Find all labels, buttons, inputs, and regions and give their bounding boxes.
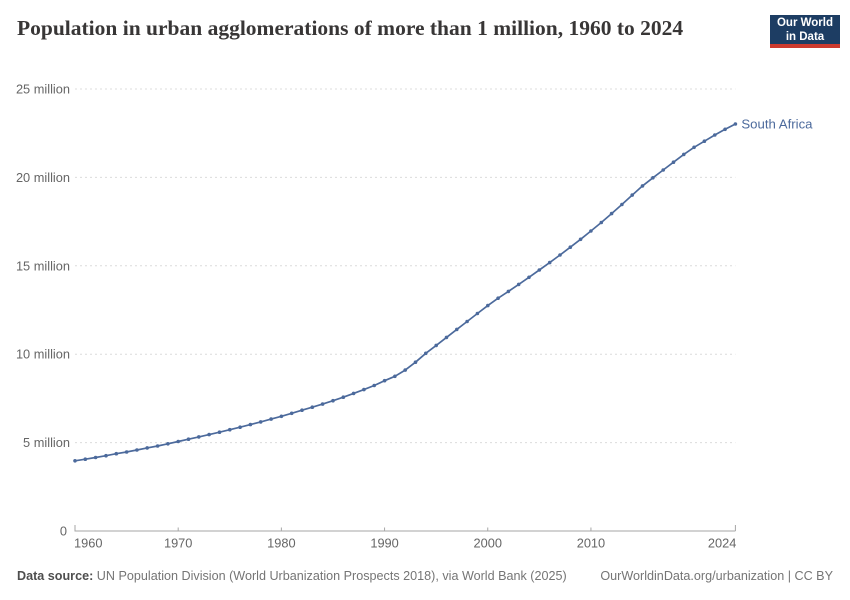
data-point	[496, 296, 500, 301]
data-point	[145, 446, 149, 450]
x-axis-label: 1970	[164, 536, 192, 551]
data-point	[300, 408, 304, 413]
data-point	[599, 220, 604, 225]
data-point	[207, 432, 211, 437]
data-point	[258, 420, 263, 424]
data-point	[630, 193, 634, 197]
x-axis-label: 2010	[577, 536, 605, 551]
data-point	[444, 335, 449, 340]
data-point	[434, 343, 439, 348]
chart-footer: Data source: UN Population Division (Wor…	[17, 569, 833, 583]
data-point	[83, 457, 88, 462]
data-point	[382, 378, 387, 383]
data-point	[310, 405, 315, 410]
data-source-label: Data source:	[17, 569, 94, 583]
data-point	[702, 139, 707, 143]
data-point	[186, 437, 191, 442]
data-point	[506, 289, 511, 294]
data-point	[589, 229, 593, 233]
data-point	[640, 184, 645, 188]
data-point	[114, 451, 119, 456]
data-point	[465, 319, 469, 324]
data-point	[486, 303, 490, 308]
x-axis-label: 2000	[474, 536, 502, 551]
data-point	[248, 422, 253, 427]
data-point	[558, 253, 562, 257]
data-point	[155, 444, 160, 448]
data-point	[217, 430, 222, 435]
y-axis-label: 5 million	[23, 435, 70, 450]
data-point	[723, 127, 727, 132]
x-axis-label: 1980	[267, 536, 295, 551]
data-source-text: UN Population Division (World Urbanizati…	[93, 569, 567, 583]
series-label-south-africa: South Africa	[741, 117, 813, 132]
data-point	[124, 450, 129, 454]
y-axis-label: 20 million	[16, 170, 70, 185]
data-point	[527, 275, 531, 280]
data-point	[166, 442, 170, 446]
data-point	[362, 387, 366, 392]
data-point	[413, 360, 418, 365]
data-point	[671, 160, 676, 164]
data-point	[537, 268, 542, 272]
data-point	[609, 211, 614, 216]
data-source-note: Data source: UN Population Division (Wor…	[17, 569, 567, 583]
data-point	[403, 368, 408, 372]
data-point	[424, 351, 428, 356]
data-point	[228, 427, 232, 432]
data-point	[93, 455, 98, 460]
data-point	[269, 417, 273, 421]
owid-logo-line2: in Data	[785, 30, 825, 43]
data-point	[455, 327, 459, 332]
data-point	[620, 202, 624, 207]
x-axis-label: 1990	[370, 536, 398, 551]
page-title: Population in urban agglomerations of mo…	[17, 16, 684, 40]
data-point	[475, 311, 480, 316]
data-point	[661, 168, 665, 172]
data-point	[692, 145, 696, 150]
data-point	[176, 439, 180, 444]
x-axis-label: 1960	[74, 536, 102, 551]
data-point	[351, 391, 356, 396]
owid-logo-line1: Our World	[776, 17, 833, 29]
x-axis-label: 2024	[708, 536, 736, 551]
data-point	[289, 411, 294, 416]
data-point	[238, 425, 242, 430]
data-point	[516, 282, 521, 287]
y-axis-label: 10 million	[16, 347, 70, 362]
credit-link[interactable]: OurWorldinData.org/urbanization | CC BY	[600, 569, 833, 583]
data-point	[197, 435, 201, 439]
data-point	[372, 383, 377, 388]
data-point	[279, 414, 284, 419]
data-point	[651, 176, 655, 180]
data-point	[682, 152, 686, 157]
data-point	[713, 133, 717, 137]
series-line-south-africa	[74, 123, 737, 462]
data-point	[578, 237, 583, 242]
data-point	[320, 402, 325, 406]
data-point	[733, 122, 738, 126]
y-axis-label: 15 million	[16, 258, 70, 273]
y-axis-label: 0	[60, 524, 67, 539]
data-point	[73, 459, 77, 463]
data-point	[104, 453, 108, 458]
data-point	[393, 374, 397, 379]
data-point	[547, 260, 552, 265]
data-point	[331, 398, 335, 403]
chart-canvas: 0 5 million 10 million 15 million 20 million…	[16, 82, 813, 551]
owid-logo[interactable]: Our World in Data	[770, 15, 840, 48]
data-point	[568, 245, 573, 249]
data-point	[135, 448, 139, 452]
y-axis-label: 25 million	[16, 82, 70, 97]
data-point	[341, 395, 346, 400]
